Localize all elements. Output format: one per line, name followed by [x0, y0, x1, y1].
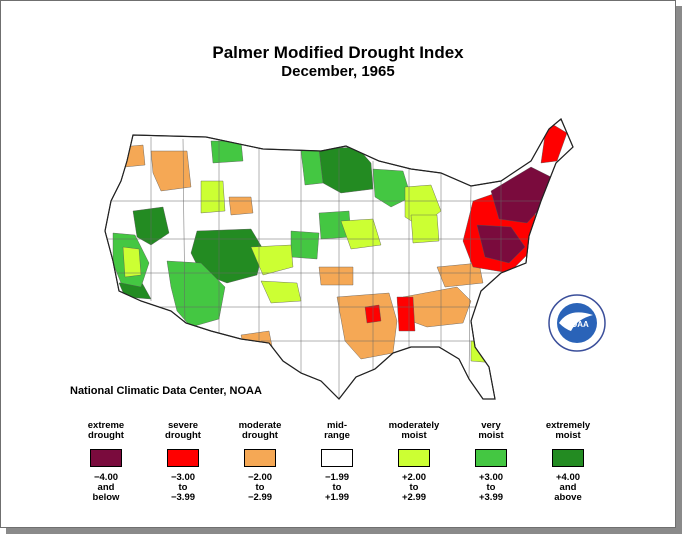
- legend-swatch: [244, 449, 276, 467]
- map-frame: Palmer Modified Drought Index December, …: [0, 0, 676, 528]
- state-boundaries: [105, 137, 561, 399]
- legend-range-connector: to: [178, 482, 188, 493]
- legend-label-line2: moist: [401, 430, 427, 441]
- noaa-bird-icon: [559, 312, 593, 331]
- legend-label-line1: moderate: [238, 420, 282, 431]
- legend-range-connector: to: [486, 482, 496, 493]
- legend-range-to: +3.99: [478, 492, 504, 503]
- legend-label-line2: drought: [88, 430, 124, 441]
- legend-item-mid-range: mid- range −1.99 to +1.99: [298, 419, 376, 503]
- noaa-logo: NOAA: [548, 294, 606, 352]
- region-texas-west: [240, 330, 274, 354]
- legend-swatch: [475, 449, 507, 467]
- legend-range-connector: to: [409, 482, 419, 493]
- legend-label: severe drought: [144, 419, 222, 441]
- legend-range-connector: to: [332, 482, 342, 493]
- region-wyoming: [228, 196, 254, 216]
- legend-range: +3.00 to +3.99: [452, 473, 530, 503]
- region-kansas-colorado: [290, 230, 320, 260]
- map-subtitle: December, 1965: [281, 63, 395, 80]
- legend-item-very-moist: very moist +3.00 to +3.99: [452, 419, 530, 503]
- legend-label-line2: range: [324, 430, 350, 441]
- legend-range: −4.00 and below: [67, 473, 145, 503]
- region-california-north: [122, 246, 142, 278]
- legend-range-to: above: [554, 492, 582, 503]
- legend-item-extremely-moist: extremely moist +4.00 and above: [529, 419, 607, 503]
- legend-swatch: [90, 449, 122, 467]
- legend-label-line1: very: [481, 420, 501, 431]
- legend-item-moderate-drought: moderate drought −2.00 to −2.99: [221, 419, 299, 503]
- legend-label-line1: extreme: [87, 420, 125, 431]
- region-carolina-tennessee: [436, 262, 484, 288]
- legend-label-line2: drought: [165, 430, 201, 441]
- legend-label-line1: extremely: [545, 420, 591, 431]
- legend-label: mid- range: [298, 419, 376, 441]
- legend-label: very moist: [452, 419, 530, 441]
- legend-swatch: [167, 449, 199, 467]
- legend-range-from: −1.99: [324, 472, 350, 483]
- region-arizona-new-mexico: [166, 260, 226, 328]
- legend-range-to: +2.99: [401, 492, 427, 503]
- legend-label-line1: mid-: [326, 420, 348, 431]
- map-title: Palmer Modified Drought Index: [212, 43, 464, 62]
- region-pacific-northwest: [150, 150, 192, 192]
- legend-label-line2: moist: [478, 430, 504, 441]
- legend-range-from: +3.00: [478, 472, 504, 483]
- legend-range-connector: and: [559, 482, 577, 493]
- region-pennsylvania-new-york: [490, 166, 552, 224]
- legend-range-connector: and: [97, 482, 115, 493]
- legend-swatch: [552, 449, 584, 467]
- region-north-dakota-east: [300, 148, 324, 186]
- region-mississippi-delta: [396, 296, 416, 332]
- region-oklahoma: [318, 266, 354, 286]
- us-drought-map: [104, 118, 574, 400]
- region-colorado-utah: [190, 228, 264, 284]
- legend-range: +4.00 and above: [529, 473, 607, 503]
- legend-range-to: below: [92, 492, 120, 503]
- legend-label-line1: severe: [167, 420, 199, 431]
- legend-range-connector: to: [255, 482, 265, 493]
- legend-range-from: +4.00: [555, 472, 581, 483]
- legend-item-severe-drought: severe drought −3.00 to −3.99: [144, 419, 222, 503]
- region-idaho-east: [200, 180, 226, 214]
- legend-label-line1: moderately: [388, 420, 440, 431]
- legend-item-extreme-drought: extreme drought −4.00 and below: [67, 419, 145, 503]
- legend-label: moderately moist: [375, 419, 453, 441]
- legend-item-moderately-moist: moderately moist +2.00 to +2.99: [375, 419, 453, 503]
- legend-range-from: −2.00: [247, 472, 273, 483]
- us-outline-border: [104, 118, 574, 400]
- legend-range-to: −3.99: [170, 492, 196, 503]
- legend-label: moderate drought: [221, 419, 299, 441]
- legend-label-line2: drought: [242, 430, 278, 441]
- legend-range-from: −3.00: [170, 472, 196, 483]
- legend-range-to: +1.99: [324, 492, 350, 503]
- legend-range: −3.00 to −3.99: [144, 473, 222, 503]
- legend-range: +2.00 to +2.99: [375, 473, 453, 503]
- legend-label-line2: moist: [555, 430, 581, 441]
- legend-swatch: [398, 449, 430, 467]
- legend-label: extreme drought: [67, 419, 145, 441]
- legend-range-from: +2.00: [401, 472, 427, 483]
- region-missouri-illinois: [340, 218, 382, 250]
- legend-label: extremely moist: [529, 419, 607, 441]
- drought-regions: [112, 120, 568, 364]
- legend-range-from: −4.00: [93, 472, 119, 483]
- data-credit: National Climatic Data Center, NOAA: [70, 385, 262, 397]
- legend-range-to: −2.99: [247, 492, 273, 503]
- legend-range: −1.99 to +1.99: [298, 473, 376, 503]
- region-montana-west: [120, 144, 146, 168]
- region-indiana-kentucky: [410, 214, 440, 244]
- legend-swatch: [321, 449, 353, 467]
- region-wisconsin: [372, 168, 412, 208]
- noaa-logo-text: NOAA: [565, 320, 589, 329]
- legend-range: −2.00 to −2.99: [221, 473, 299, 503]
- state-lines: [105, 137, 561, 399]
